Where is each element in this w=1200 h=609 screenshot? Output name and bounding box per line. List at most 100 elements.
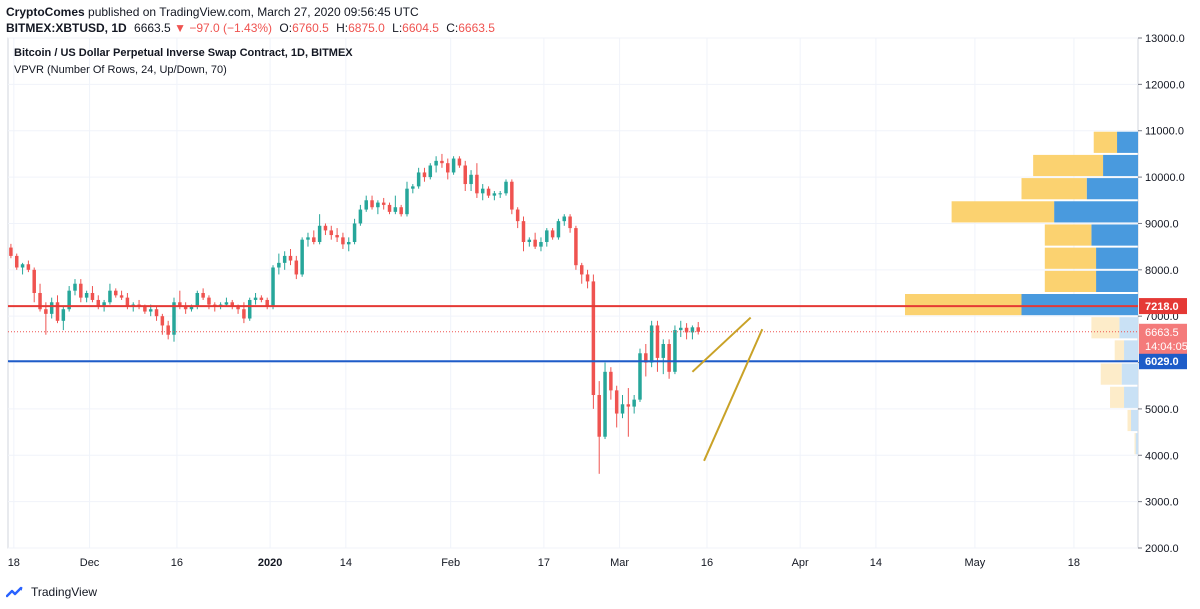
candle-down — [242, 309, 246, 319]
vpvr-up-bar — [1086, 178, 1138, 200]
candle-up — [224, 302, 229, 305]
candle-down — [143, 306, 147, 312]
candle-down — [119, 295, 124, 298]
candle-down — [440, 160, 444, 164]
price-axis[interactable]: 2000.03000.04000.05000.06000.07000.08000… — [1138, 33, 1188, 555]
candle-up — [282, 255, 287, 263]
candle-up — [451, 158, 456, 173]
low-value: 6604.5 — [402, 21, 439, 35]
candle-down — [38, 293, 42, 310]
candle-up — [73, 283, 77, 291]
tradingview-logo-icon — [6, 586, 23, 598]
candle-down — [515, 209, 520, 222]
candle-down — [44, 309, 48, 314]
candle-down — [323, 225, 328, 231]
candle-down — [370, 200, 374, 208]
candle-up — [545, 230, 549, 242]
candle-down — [265, 299, 269, 307]
x-tick-label: Apr — [792, 557, 809, 569]
price-change: −97.0 (−1.43%) — [189, 21, 273, 35]
vpvr-down-bar — [1021, 178, 1087, 200]
publish-info: CryptoComes published on TradingView.com… — [6, 4, 419, 20]
candle-up — [358, 209, 363, 224]
candle-down — [486, 188, 491, 196]
candle-down — [684, 327, 689, 333]
vpvr-up-bar — [1091, 224, 1138, 246]
publisher-name[interactable]: CryptoComes — [6, 5, 85, 19]
candle-up — [492, 193, 497, 196]
vpvr-up-bar — [1131, 409, 1138, 432]
candle-up — [20, 264, 25, 268]
candle-up — [661, 344, 666, 358]
candle-up — [416, 172, 421, 187]
x-tick-label: Feb — [441, 557, 460, 569]
candle-up — [277, 262, 281, 268]
published-text: published on TradingView.com, March 27, … — [88, 5, 419, 19]
candle-up — [67, 290, 71, 310]
resistance-price-label: 7218.0 — [1145, 301, 1179, 313]
candle-up — [347, 242, 351, 245]
candle-up — [562, 216, 567, 222]
candle-up — [632, 399, 636, 407]
candle-up — [411, 186, 415, 189]
candle-down — [614, 390, 619, 414]
vpvr-up-bar — [1103, 154, 1138, 177]
candle-down — [644, 353, 648, 363]
candle-up — [673, 330, 677, 372]
candle-up — [690, 327, 695, 333]
candle-down — [201, 293, 205, 298]
candle-down — [457, 158, 462, 166]
drawings[interactable] — [8, 305, 1138, 462]
candle-down — [154, 309, 159, 317]
x-tick-label: Dec — [80, 557, 100, 569]
x-tick-label: 2020 — [258, 557, 282, 569]
candle-up — [556, 221, 561, 238]
chart-frame — [7, 37, 1139, 549]
candle-up — [376, 202, 380, 208]
candle-down — [125, 297, 130, 307]
candle-down — [96, 299, 101, 307]
candle-up — [253, 297, 258, 300]
candle-down — [387, 204, 392, 212]
time-axis[interactable]: 18 Dec 16 2020 14 Feb 17 Mar 16 Apr 14 May 18 — [8, 557, 1080, 569]
symbol-legend: BITMEX:XBTUSD, 1D 6663.5 ▼ −97.0 (−1.43%… — [6, 20, 495, 36]
candle-up — [504, 181, 508, 194]
candle-down — [399, 207, 403, 215]
candle-up — [428, 165, 433, 178]
candle-up — [539, 242, 543, 247]
candle-up — [271, 267, 275, 307]
candle-down — [14, 255, 19, 268]
candle-up — [638, 353, 642, 400]
support-price-label: 6029.0 — [1145, 356, 1179, 368]
resistance-price-tag — [1139, 298, 1187, 315]
candle-down — [55, 302, 60, 321]
candle-down — [259, 297, 264, 300]
candles[interactable] — [9, 153, 700, 474]
x-tick-label: 16 — [701, 557, 713, 569]
vpvr-down-bar — [1044, 247, 1097, 269]
vpvr-up-bar — [1096, 270, 1138, 292]
candle-up — [49, 302, 54, 314]
tradingview-brand: TradingView — [31, 585, 98, 599]
last-price-tag — [1139, 323, 1187, 354]
close-value: 6663.5 — [458, 21, 495, 35]
x-tick-label: 14 — [340, 557, 352, 569]
candle-up — [364, 200, 368, 210]
candle-up — [317, 225, 322, 242]
candle-up — [393, 207, 398, 212]
open-label: O: — [279, 21, 293, 35]
vpvr-down-bar — [1134, 433, 1136, 455]
candle-up — [480, 188, 485, 194]
candle-down — [329, 230, 334, 236]
candle-down — [32, 269, 36, 293]
candle-down — [579, 265, 584, 275]
tradingview-footer[interactable]: TradingView — [6, 585, 97, 599]
candle-up — [148, 309, 153, 312]
candle-up — [620, 404, 625, 414]
last-price-value: 6663.5 — [134, 21, 171, 35]
candle-down — [574, 228, 578, 266]
y-tick-label: 2000.0 — [1145, 543, 1179, 555]
candle-down — [9, 247, 13, 256]
candle-up — [61, 309, 66, 321]
